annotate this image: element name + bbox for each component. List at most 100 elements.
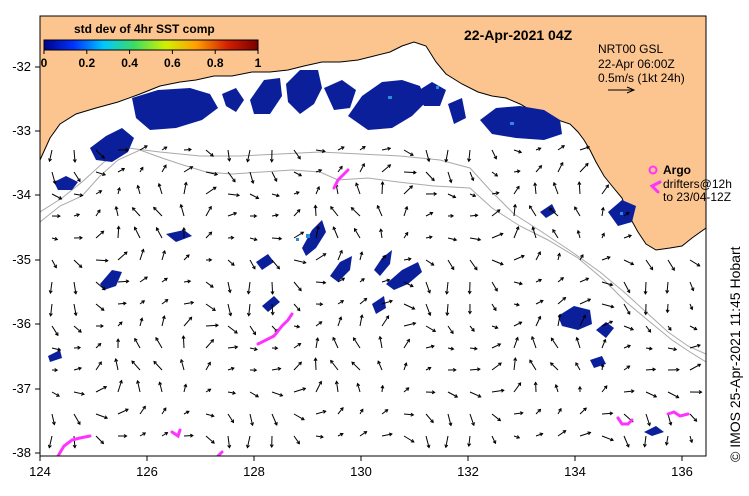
- current-arrow: [161, 407, 167, 415]
- current-arrow: [271, 193, 280, 197]
- current-arrow: [579, 407, 587, 415]
- current-arrow: [513, 337, 519, 349]
- current-arrow: [557, 162, 564, 173]
- current-arrow-head: [279, 393, 284, 397]
- current-arrow: [354, 228, 361, 239]
- current-arrow-head: [539, 299, 544, 304]
- current-arrow: [555, 384, 559, 393]
- current-arrow-head: [78, 264, 83, 269]
- current-arrow: [180, 359, 185, 371]
- current-arrow: [117, 187, 121, 195]
- current-arrow-head: [296, 208, 301, 213]
- current-arrow-head: [234, 330, 238, 334]
- current-arrow: [447, 325, 454, 334]
- current-arrow-head: [302, 260, 307, 265]
- current-arrow-head: [626, 311, 631, 315]
- current-arrow: [139, 145, 148, 151]
- current-arrow: [689, 281, 694, 291]
- current-arrow-head: [253, 347, 258, 352]
- current-arrow: [425, 259, 434, 266]
- current-arrow-head: [118, 321, 123, 326]
- x-tick-label: 130: [350, 464, 372, 479]
- current-arrow-head: [498, 362, 502, 366]
- current-arrow-head: [431, 177, 435, 182]
- current-arrow: [134, 338, 141, 349]
- current-arrow: [491, 389, 504, 393]
- current-arrow-head: [585, 277, 590, 282]
- colorbar-tick: 0.2: [78, 56, 95, 70]
- current-arrow: [293, 361, 302, 371]
- current-arrow: [445, 435, 449, 448]
- current-arrow-head: [339, 432, 344, 437]
- current-arrow-head: [430, 344, 435, 349]
- current-arrow: [601, 281, 613, 286]
- current-arrow: [381, 181, 384, 195]
- current-arrow: [95, 303, 105, 311]
- current-arrow: [315, 226, 319, 239]
- current-arrow: [205, 206, 212, 217]
- current-arrow-head: [470, 177, 475, 182]
- current-arrow-head: [548, 207, 553, 212]
- current-arrow: [425, 236, 432, 239]
- current-arrow-head: [208, 257, 213, 262]
- current-arrow: [645, 325, 651, 333]
- current-arrow-head: [340, 300, 345, 304]
- current-arrow-head: [340, 407, 344, 411]
- currents-legend-source: NRT00 GSL: [598, 42, 663, 56]
- current-arrow: [644, 435, 647, 447]
- current-arrow: [491, 281, 498, 292]
- current-arrow-head: [676, 367, 680, 372]
- current-arrow-head: [98, 361, 102, 366]
- current-arrow: [667, 259, 675, 271]
- x-tick-label: 126: [136, 464, 158, 479]
- current-arrow-head: [123, 251, 128, 256]
- current-arrow: [529, 205, 537, 217]
- current-arrow: [557, 314, 561, 327]
- current-arrow-head: [673, 347, 678, 352]
- current-arrow: [579, 163, 589, 173]
- current-arrow-head: [48, 158, 52, 163]
- current-arrow: [315, 435, 324, 438]
- current-arrow: [293, 259, 306, 264]
- current-arrow-head: [322, 280, 327, 285]
- current-arrow: [601, 412, 613, 415]
- current-arrow: [576, 337, 581, 349]
- current-arrow-head: [73, 290, 78, 295]
- current-arrow: [161, 315, 165, 327]
- current-arrow-head: [212, 307, 216, 311]
- current-arrow-head: [518, 321, 523, 325]
- current-arrow-head: [302, 387, 307, 392]
- current-arrow: [227, 367, 235, 371]
- current-arrow: [293, 209, 301, 217]
- current-arrow: [337, 166, 343, 173]
- current-arrow: [73, 171, 81, 182]
- current-arrow-head: [77, 178, 81, 183]
- current-arrow-head: [101, 286, 106, 291]
- current-arrow: [359, 298, 367, 305]
- current-arrow-head: [275, 193, 280, 198]
- current-arrow-head: [155, 227, 160, 231]
- current-arrow-head: [48, 312, 53, 317]
- current-arrow: [623, 365, 630, 371]
- current-arrow: [403, 362, 407, 371]
- current-arrow-head: [356, 382, 361, 387]
- current-arrow-head: [583, 407, 587, 412]
- current-arrow-head: [385, 315, 390, 320]
- current-arrow-head: [322, 409, 327, 414]
- current-arrow-head: [53, 264, 57, 269]
- current-arrow: [623, 234, 632, 239]
- isobath-shelf: [40, 149, 706, 363]
- current-arrow: [513, 204, 516, 217]
- current-arrow: [513, 358, 516, 371]
- current-arrow-head: [575, 336, 580, 341]
- current-arrow-head: [558, 407, 562, 412]
- current-arrow-head: [642, 443, 647, 448]
- current-arrow: [623, 345, 631, 349]
- current-arrow-head: [274, 346, 279, 351]
- current-arrow-head: [252, 265, 256, 270]
- current-arrow-head: [516, 169, 521, 174]
- current-arrow-head: [57, 214, 61, 219]
- current-arrow-head: [531, 335, 535, 340]
- current-arrow: [446, 303, 449, 316]
- current-arrow-head: [207, 361, 211, 366]
